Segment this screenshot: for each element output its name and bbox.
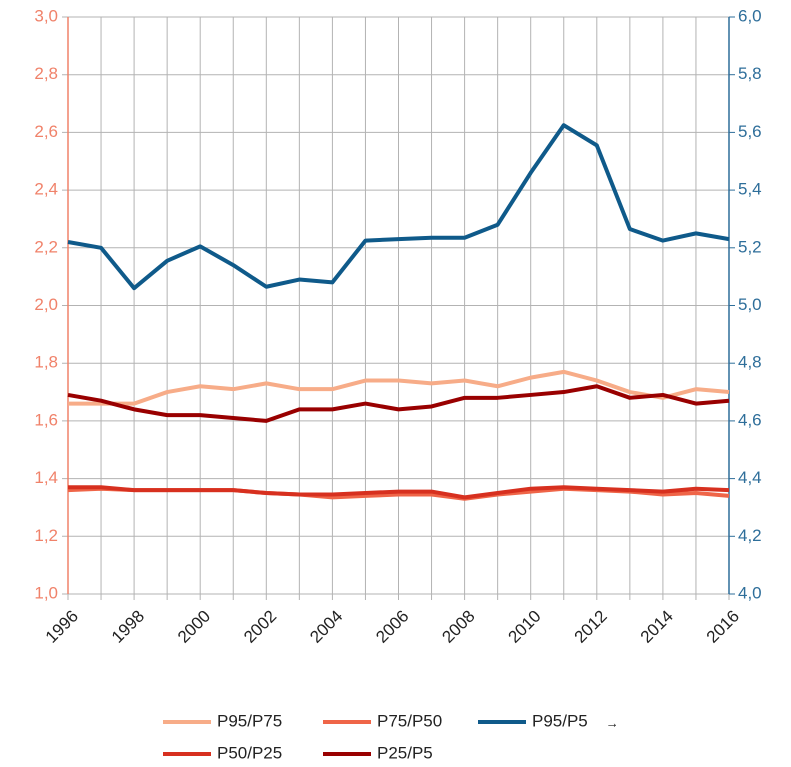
x-tick-label: 1996 [42,607,82,647]
x-tick-label: 1998 [108,607,148,647]
series-line [67,384,730,423]
y2-tick-label: 4,4 [738,468,762,487]
y-tick-label: 2,2 [34,237,58,256]
x-tick-label: 2014 [637,607,677,647]
x-tick-label: 2002 [240,607,280,647]
x-tick-label: 2012 [571,607,611,647]
legend-label: P95/P75 [217,711,282,730]
y2-tick-label: 4,2 [738,526,762,545]
series-line [68,485,730,500]
y-tick-label: 1,6 [34,410,58,429]
legend-label: P25/P5 [377,743,433,762]
x-tick-label: 2006 [372,607,412,647]
y2-tick-label: 5,4 [738,180,762,199]
y-tick-label: 1,8 [34,353,58,372]
series-line [67,123,730,291]
y2-tick-label: 5,2 [738,237,762,256]
legend-label: P50/P25 [217,743,282,762]
legend-label: P95/P5 [532,711,588,730]
y-tick-label: 1,0 [34,583,58,602]
x-tick-label: 2004 [306,607,346,647]
y2-tick-label: 4,6 [738,410,762,429]
y2-tick-label: 4,0 [738,583,762,602]
x-tick-label: 2010 [505,607,545,647]
x-tick-label: 2016 [703,607,743,647]
y-tick-label: 2,8 [34,64,58,83]
y-tick-label: 3,0 [34,6,58,25]
y-tick-label: 2,4 [34,180,58,199]
x-tick-label: 2000 [174,607,214,647]
y-tick-label: 2,6 [34,122,58,141]
y2-tick-label: 5,8 [738,64,762,83]
y-tick-label: 1,2 [34,526,58,545]
y2-tick-label: 5,0 [738,295,762,314]
y-tick-label: 1,4 [34,468,58,487]
x-tick-label: 2008 [438,607,478,647]
y-tick-label: 2,0 [34,295,58,314]
y2-tick-label: 6,0 [738,6,762,25]
legend-label: P75/P50 [377,711,442,730]
y2-tick-label: 4,8 [738,353,762,372]
legend-axis-marker: → [606,715,619,730]
series-line [68,369,730,406]
y2-tick-label: 5,6 [738,122,762,141]
